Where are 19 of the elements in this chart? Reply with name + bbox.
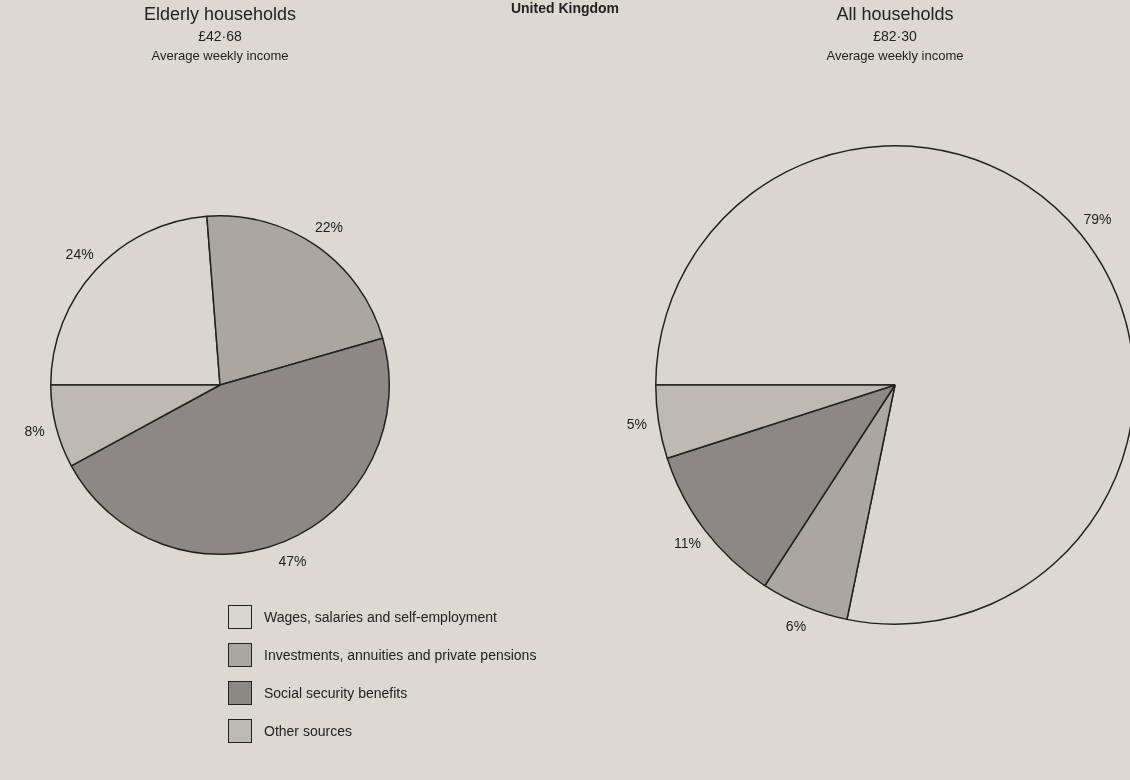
data-label: 47% <box>278 552 307 569</box>
text: United Kingdom <box>510 0 620 16</box>
data-label: 11% <box>674 534 702 551</box>
text: Average weekly income <box>825 48 965 63</box>
chart-subtitle: £82·30 <box>872 28 918 44</box>
data-label: 5% <box>626 416 648 433</box>
data-label: 8% <box>24 422 45 439</box>
data-label: 79% <box>1083 210 1112 227</box>
data-label: 24% <box>65 245 94 262</box>
chart-subtitle: £42·68 <box>197 28 243 44</box>
legend-label: Wages, salaries and self-employment <box>264 609 497 625</box>
chart-title: All households <box>836 4 954 24</box>
data-label: 22% <box>315 218 344 235</box>
legend-label: Investments, annuities and private pensions <box>264 647 537 663</box>
chart-title: Elderly households <box>142 4 298 25</box>
legend-label: Social security benefits <box>264 685 408 701</box>
data-label: 6% <box>785 617 807 634</box>
text: Average weekly income <box>150 48 290 63</box>
legend-label: Other sources <box>264 723 352 739</box>
